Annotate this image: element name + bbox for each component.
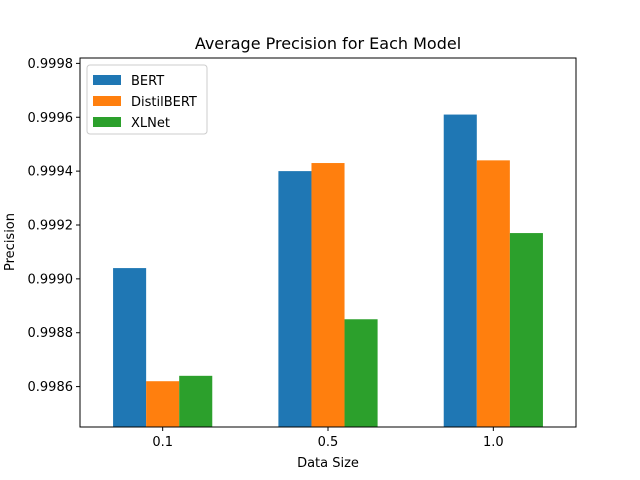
x-axis: 0.1 0.5 1.0 xyxy=(152,427,504,450)
bar-distilbert-0.5 xyxy=(311,163,345,428)
legend-swatch-xlnet xyxy=(93,117,121,127)
bar-distilbert-0.1 xyxy=(146,381,180,427)
y-tick-label: 0.9994 xyxy=(28,165,74,180)
bar-bert-0.1 xyxy=(113,268,147,427)
bar-xlnet-0.5 xyxy=(344,319,378,427)
legend: BERT DistilBERT XLNet xyxy=(86,64,208,135)
legend-swatch-bert xyxy=(93,75,121,85)
bar-xlnet-1.0 xyxy=(509,233,543,427)
legend-swatch-distilbert xyxy=(93,96,121,106)
chart-title: Average Precision for Each Model xyxy=(195,34,461,53)
legend-label-distilbert: DistilBERT xyxy=(131,95,197,110)
legend-label-xlnet: XLNet xyxy=(131,116,170,131)
legend-label-bert: BERT xyxy=(131,74,164,89)
bar-distilbert-1.0 xyxy=(476,160,510,427)
y-tick-label: 0.9988 xyxy=(28,326,74,341)
bar-bert-0.5 xyxy=(278,171,312,427)
x-tick-label: 0.1 xyxy=(152,435,173,450)
y-tick-label: 0.9996 xyxy=(28,111,74,126)
y-tick-label: 0.9992 xyxy=(28,218,74,233)
bars-group xyxy=(113,114,543,428)
y-axis-label: Precision xyxy=(3,213,18,271)
bar-xlnet-0.1 xyxy=(179,375,213,427)
x-axis-label: Data Size xyxy=(297,456,359,471)
x-tick-label: 1.0 xyxy=(483,435,504,450)
x-tick-label: 0.5 xyxy=(318,435,339,450)
y-axis: 0.9986 0.9988 0.9990 0.9992 0.9994 0.9996 0.99… xyxy=(28,57,80,395)
y-tick-label: 0.9990 xyxy=(28,272,74,287)
y-tick-label: 0.9998 xyxy=(28,57,74,72)
bar-bert-1.0 xyxy=(443,114,477,427)
y-tick-label: 0.9986 xyxy=(28,380,74,395)
